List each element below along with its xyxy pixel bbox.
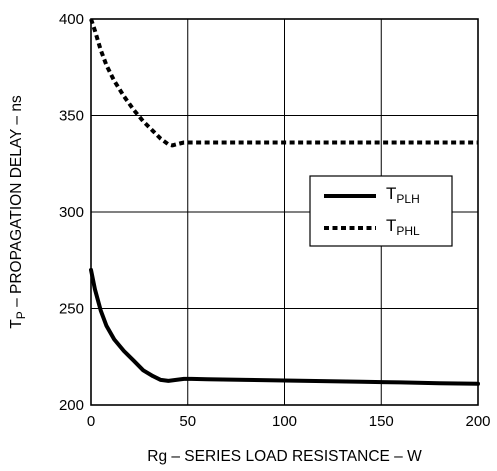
y-axis-title: TP – PROPAGATION DELAY – ns (8, 95, 28, 329)
y-axis-title-main: T (8, 319, 25, 329)
legend-label-tphl-main: T (386, 216, 396, 235)
x-tick-label: 100 (272, 413, 297, 430)
y-tick-label: 400 (59, 11, 84, 28)
series-layer (89, 18, 480, 386)
y-tick-label: 250 (59, 301, 84, 318)
x-tick-label: 0 (87, 413, 95, 430)
x-axis-title: Rg – SERIES LOAD RESISTANCE – W (147, 448, 422, 465)
legend-label-tplh-main: T (386, 184, 396, 203)
y-tick-label: 300 (59, 204, 84, 221)
x-tick-label: 150 (369, 413, 394, 430)
y-axis-title-subscript: P (14, 311, 28, 319)
y-tick-label: 350 (59, 108, 84, 125)
y-axis-title-rest: – PROPAGATION DELAY – ns (8, 95, 25, 311)
y-tick-labels: 200 250 300 350 400 (59, 11, 84, 414)
y-tick-label: 200 (59, 397, 84, 414)
legend: TPLH TPHL (309, 175, 453, 247)
series-line-tplh (89, 267, 480, 386)
x-tick-labels: 0 50 100 150 200 (87, 413, 491, 430)
legend-label-tphl-subscript: PHL (396, 224, 420, 238)
legend-label-tplh-subscript: PLH (396, 192, 419, 206)
x-tick-label: 200 (465, 413, 490, 430)
plot-frame (90, 18, 479, 406)
legend-label-tplh: TPLH (386, 184, 420, 206)
series-line-tphl (89, 18, 478, 148)
legend-box (309, 175, 453, 247)
legend-label-tphl: TPHL (386, 216, 420, 238)
x-tick-label: 50 (179, 413, 196, 430)
